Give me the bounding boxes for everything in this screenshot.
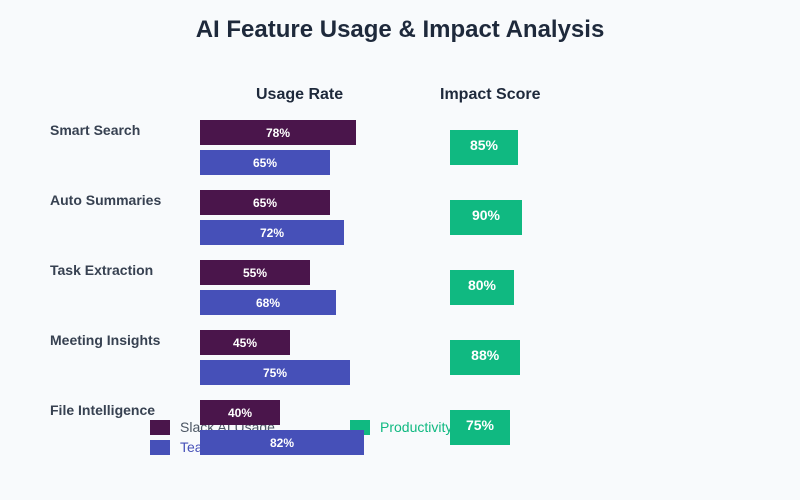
usage-bar-task-extraction: 55% <box>200 260 310 285</box>
usage-bar-meeting-insights: 45% <box>200 330 290 355</box>
team-bar-smart-search: 65% <box>200 150 330 175</box>
usage-bar-auto-summaries: 65% <box>200 190 330 215</box>
team-bar-meeting-insights: 75% <box>200 360 350 385</box>
team-bar-auto-summaries: 72% <box>200 220 344 245</box>
chart-title: AI Feature Usage & Impact Analysis <box>195 16 605 43</box>
impact-bar-smart-search: 85% <box>450 130 518 165</box>
team-bar-task-extraction: 68% <box>200 290 336 315</box>
impact-bar-task-extraction: 80% <box>450 270 514 305</box>
row-label-task-extraction: Task Extraction <box>50 262 154 278</box>
impact-score-header: Impact Score <box>440 86 541 103</box>
impact-bar-meeting-insights: 88% <box>450 340 521 375</box>
row-label-meeting-insights: Meeting Insights <box>50 332 161 348</box>
legend-swatch-team <box>150 440 170 455</box>
usage-bar-file-intelligence: 40% <box>200 400 280 425</box>
usage-bar-smart-search: 78% <box>200 120 356 145</box>
row-label-smart-search: Smart Search <box>50 122 141 138</box>
legend-label-productivity: Productivity <box>380 419 453 435</box>
usage-rate-header: Usage Rate <box>256 86 344 103</box>
row-label-file-intelligence: File Intelligence <box>50 402 156 418</box>
impact-bar-auto-summaries: 90% <box>450 200 522 235</box>
row-label-auto-summaries: Auto Summaries <box>50 192 162 208</box>
team-bar-file-intelligence: 82% <box>200 430 364 455</box>
impact-bar-file-intelligence: 75% <box>450 410 510 445</box>
legend-swatch-slack-ai-usage <box>150 420 170 435</box>
legend-label-team: Tea <box>180 439 203 455</box>
